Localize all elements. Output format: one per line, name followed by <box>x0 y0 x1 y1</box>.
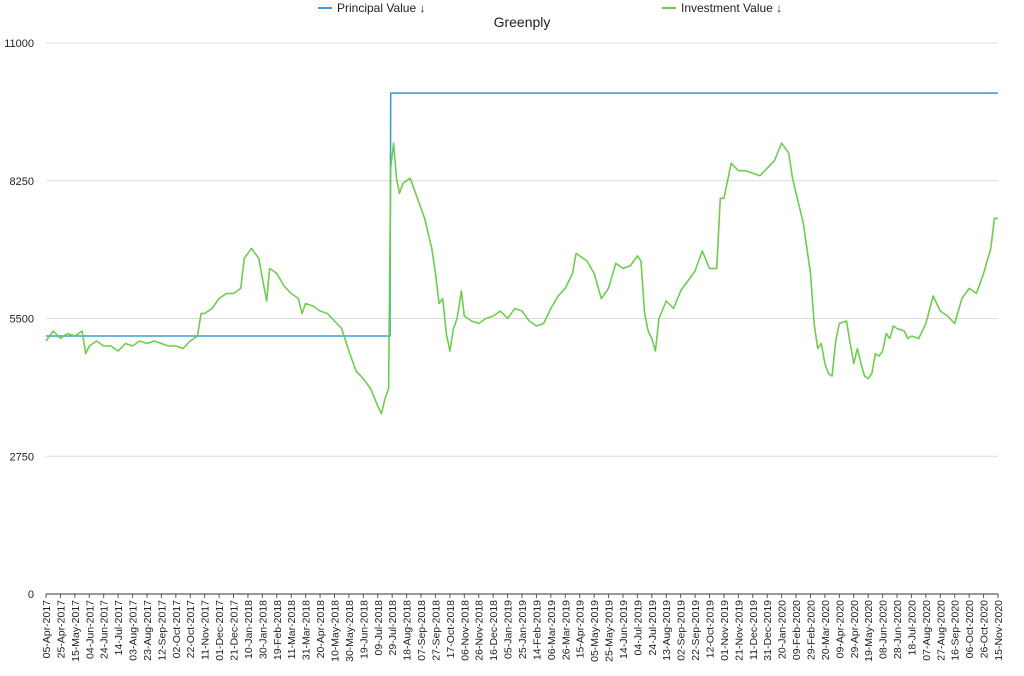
principal-value-line <box>46 92 998 337</box>
x-tick-label: 30-May-2018 <box>344 600 356 662</box>
x-tick-label: 29-Jul-2018 <box>387 600 399 656</box>
x-tick-label: 19-Feb-2018 <box>272 600 284 660</box>
legend-label: Investment Value ↓ <box>681 1 782 15</box>
x-tick-label: 21-Dec-2017 <box>229 600 241 661</box>
x-tick-label: 25-May-2019 <box>604 600 616 662</box>
x-tick-label: 01-Dec-2017 <box>214 600 226 661</box>
x-tick-label: 12-Sep-2017 <box>156 600 168 661</box>
x-tick-label: 06-Oct-2020 <box>964 600 976 659</box>
chart-title: Greenply <box>494 14 551 30</box>
x-tick-label: 18-Jul-2020 <box>906 600 918 656</box>
x-tick-label: 22-Oct-2017 <box>185 600 197 659</box>
x-tick-label: 31-Dec-2019 <box>762 600 774 661</box>
x-tick-label: 06-Nov-2018 <box>459 600 471 661</box>
legend-label: Principal Value ↓ <box>337 1 426 15</box>
x-tick-label: 01-Nov-2019 <box>719 600 731 661</box>
x-tick-label: 24-Jul-2019 <box>647 600 659 656</box>
y-tick-label: 0 <box>28 589 34 601</box>
x-tick-label: 07-Aug-2020 <box>921 600 933 661</box>
x-tick-label: 26-Nov-2018 <box>474 600 486 661</box>
x-tick-label: 21-Nov-2019 <box>733 600 745 661</box>
x-axis-ticks: 05-Apr-2017 25-Apr-2017 15-May-2017 04-Jun-… <box>41 594 1005 662</box>
x-tick-label: 15-Nov-2020 <box>993 600 1005 661</box>
x-tick-label: 04-Jun-2017 <box>84 600 96 659</box>
x-tick-label: 19-May-2020 <box>863 600 875 662</box>
y-tick-label: 8250 <box>10 176 34 188</box>
x-tick-label: 17-Oct-2018 <box>445 600 457 659</box>
x-tick-label: 08-Jun-2020 <box>878 600 890 659</box>
x-tick-label: 28-Jun-2020 <box>892 600 904 659</box>
x-tick-label: 16-Sep-2020 <box>950 600 962 661</box>
x-tick-label: 16-Dec-2018 <box>488 600 500 661</box>
x-tick-label: 15-May-2017 <box>70 600 82 662</box>
x-tick-label: 11-Nov-2017 <box>200 600 212 660</box>
y-axis-ticks: 0 2750 5500 8250 11000 <box>4 38 34 601</box>
x-tick-label: 22-Sep-2019 <box>690 600 702 661</box>
x-tick-label: 24-Jun-2017 <box>99 600 111 659</box>
x-tick-label: 19-Jun-2018 <box>358 600 370 659</box>
x-tick-label: 09-Feb-2020 <box>791 600 803 660</box>
legend: Principal Value ↓ Investment Value ↓ <box>318 1 782 15</box>
x-tick-label: 14-Feb-2019 <box>531 600 543 660</box>
x-tick-label: 26-Mar-2019 <box>560 600 572 660</box>
x-tick-label: 18-Aug-2018 <box>402 600 414 661</box>
series-lines <box>45 92 998 415</box>
y-tick-label: 2750 <box>10 451 34 463</box>
x-tick-label: 31-Mar-2018 <box>301 600 313 660</box>
x-tick-label: 15-Apr-2019 <box>575 600 587 659</box>
x-tick-label: 23-Aug-2017 <box>142 600 154 661</box>
x-tick-label: 04-Jul-2019 <box>632 600 644 656</box>
x-tick-label: 11-Dec-2019 <box>748 600 760 660</box>
x-tick-label: 05-Jan-2019 <box>503 600 515 659</box>
x-tick-label: 14-Jun-2019 <box>618 600 630 659</box>
grid-lines <box>46 42 998 595</box>
x-tick-label: 06-Mar-2019 <box>546 600 558 660</box>
x-tick-label: 14-Jul-2017 <box>113 600 125 656</box>
x-tick-label: 29-Apr-2020 <box>849 600 861 659</box>
x-tick-label: 30-Jan-2018 <box>257 600 269 659</box>
x-tick-label: 26-Oct-2020 <box>979 600 991 659</box>
x-tick-label: 10-May-2018 <box>329 600 341 662</box>
x-tick-label: 20-Jan-2020 <box>777 600 789 659</box>
x-tick-label: 20-Mar-2020 <box>820 600 832 660</box>
x-tick-label: 12-Oct-2019 <box>705 600 717 659</box>
x-tick-label: 09-Apr-2020 <box>834 600 846 659</box>
x-tick-label: 13-Aug-2019 <box>661 600 673 661</box>
x-tick-label: 07-Sep-2018 <box>416 600 428 661</box>
y-tick-label: 11000 <box>4 38 34 50</box>
investment-value-line <box>45 142 998 415</box>
x-tick-label: 27-Aug-2020 <box>935 600 947 661</box>
x-tick-label: 09-Jul-2018 <box>373 600 385 656</box>
x-tick-label: 02-Oct-2017 <box>171 600 183 659</box>
x-tick-label: 25-Jan-2019 <box>517 600 529 659</box>
x-tick-label: 25-Apr-2017 <box>55 600 67 659</box>
x-tick-label: 20-Apr-2018 <box>315 600 327 659</box>
x-tick-label: 05-May-2019 <box>589 600 601 662</box>
x-tick-label: 29-Feb-2020 <box>805 600 817 660</box>
x-tick-label: 05-Apr-2017 <box>41 600 53 659</box>
x-tick-label: 27-Sep-2018 <box>430 600 442 661</box>
x-tick-label: 11-Mar-2018 <box>286 600 298 659</box>
x-tick-label: 02-Sep-2019 <box>676 600 688 661</box>
y-tick-label: 5500 <box>10 314 34 326</box>
x-tick-label: 10-Jan-2018 <box>243 600 255 659</box>
x-tick-label: 03-Aug-2017 <box>128 600 140 661</box>
